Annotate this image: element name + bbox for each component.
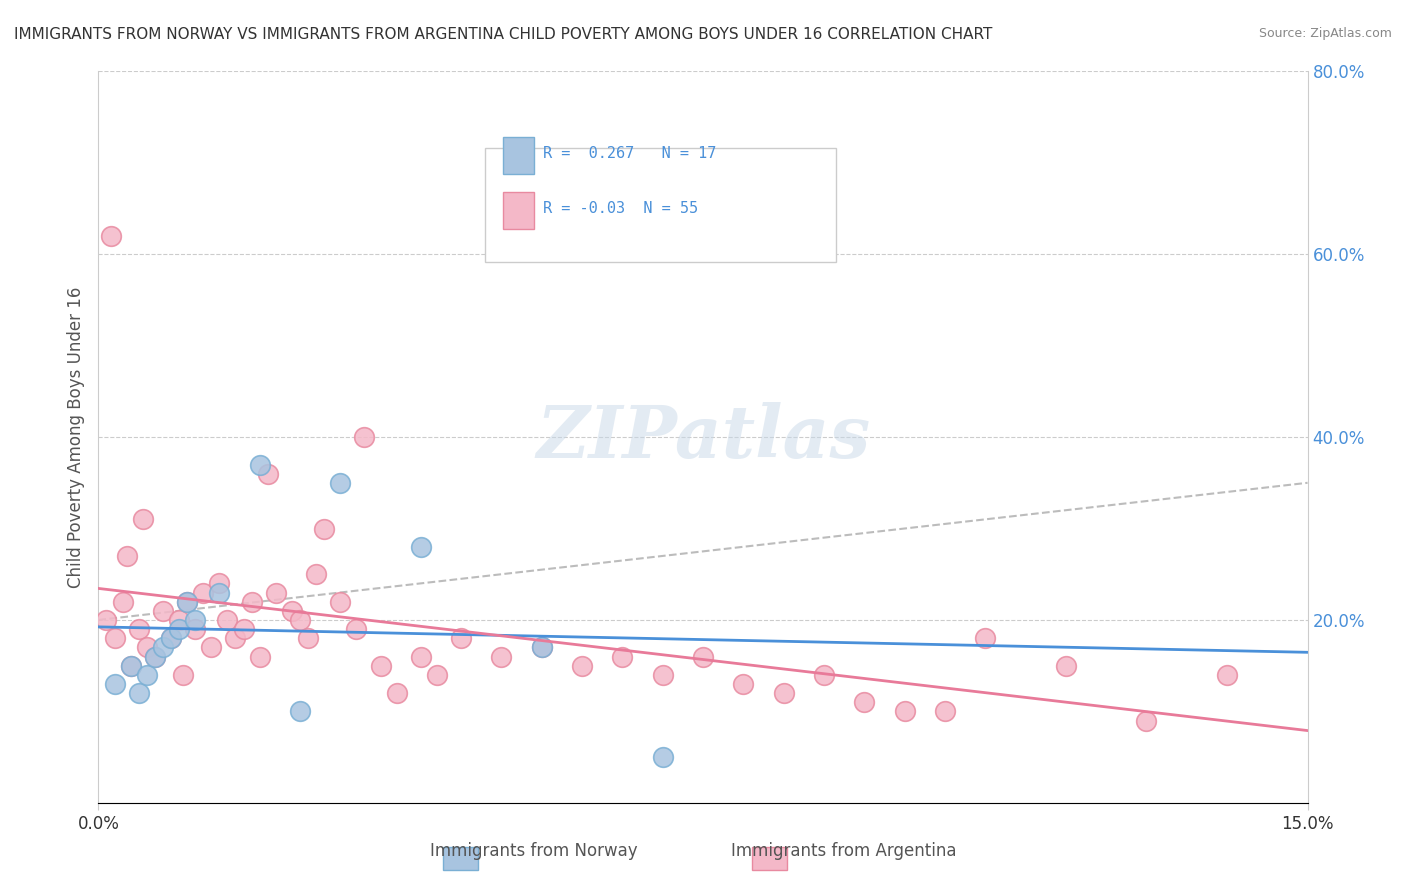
Point	[115, 549, 138, 563]
Point	[176, 594, 198, 608]
Y-axis label: Child Poverty Among Boys Under 16: Child Poverty Among Boys Under 16	[66, 286, 84, 588]
Point	[612, 649, 634, 664]
Point	[281, 604, 304, 618]
Point	[249, 458, 271, 472]
Point	[100, 229, 122, 244]
Point	[167, 613, 190, 627]
Point	[530, 640, 553, 655]
Point	[224, 632, 246, 646]
Point	[426, 667, 449, 681]
Point	[160, 632, 183, 646]
FancyBboxPatch shape	[485, 148, 837, 261]
Point	[409, 540, 432, 554]
Point	[1135, 714, 1157, 728]
Point	[651, 667, 673, 681]
Point	[128, 686, 150, 700]
Point	[217, 613, 239, 627]
Text: IMMIGRANTS FROM NORWAY VS IMMIGRANTS FROM ARGENTINA CHILD POVERTY AMONG BOYS UND: IMMIGRANTS FROM NORWAY VS IMMIGRANTS FRO…	[14, 27, 993, 42]
Point	[813, 667, 835, 681]
Point	[974, 632, 997, 646]
Point	[167, 622, 190, 636]
Point	[733, 677, 755, 691]
Point	[103, 677, 125, 691]
Point	[176, 594, 198, 608]
Point	[893, 705, 915, 719]
Point	[208, 585, 231, 599]
Point	[314, 521, 336, 535]
Point	[370, 658, 392, 673]
Point	[152, 640, 174, 655]
Point	[232, 622, 254, 636]
Text: R = -0.03  N = 55: R = -0.03 N = 55	[543, 202, 699, 217]
Point	[288, 705, 311, 719]
Point	[132, 512, 155, 526]
Point	[651, 750, 673, 764]
Point	[120, 658, 142, 673]
Point	[143, 649, 166, 664]
Point	[111, 594, 134, 608]
Point	[329, 594, 352, 608]
Point	[491, 649, 513, 664]
Point	[172, 667, 194, 681]
Point	[692, 649, 714, 664]
Point	[305, 567, 328, 582]
Point	[450, 632, 472, 646]
Point	[208, 576, 231, 591]
Point	[1216, 667, 1239, 681]
Point	[193, 585, 215, 599]
Point	[571, 658, 593, 673]
Point	[249, 649, 271, 664]
Point	[160, 632, 183, 646]
Point	[240, 594, 263, 608]
Text: Immigrants from Norway: Immigrants from Norway	[430, 842, 638, 860]
Point	[934, 705, 956, 719]
Point	[128, 622, 150, 636]
Point	[385, 686, 408, 700]
Point	[297, 632, 319, 646]
Point	[135, 667, 157, 681]
FancyBboxPatch shape	[503, 192, 534, 228]
Point	[135, 640, 157, 655]
Text: Source: ZipAtlas.com: Source: ZipAtlas.com	[1258, 27, 1392, 40]
Point	[329, 475, 352, 490]
Point	[152, 604, 174, 618]
Point	[288, 613, 311, 627]
Point	[409, 649, 432, 664]
Point	[96, 613, 118, 627]
Point	[143, 649, 166, 664]
Point	[120, 658, 142, 673]
Point	[184, 613, 207, 627]
Point	[344, 622, 367, 636]
FancyBboxPatch shape	[503, 137, 534, 174]
Point	[1054, 658, 1077, 673]
Text: ZIPatlas: ZIPatlas	[536, 401, 870, 473]
Point	[264, 585, 287, 599]
Point	[353, 430, 375, 444]
Point	[256, 467, 278, 481]
Point	[103, 632, 125, 646]
Text: Immigrants from Argentina: Immigrants from Argentina	[731, 842, 956, 860]
Point	[853, 695, 876, 709]
Point	[200, 640, 222, 655]
Text: R =  0.267   N = 17: R = 0.267 N = 17	[543, 145, 717, 161]
Point	[772, 686, 794, 700]
Point	[184, 622, 207, 636]
Point	[530, 640, 553, 655]
